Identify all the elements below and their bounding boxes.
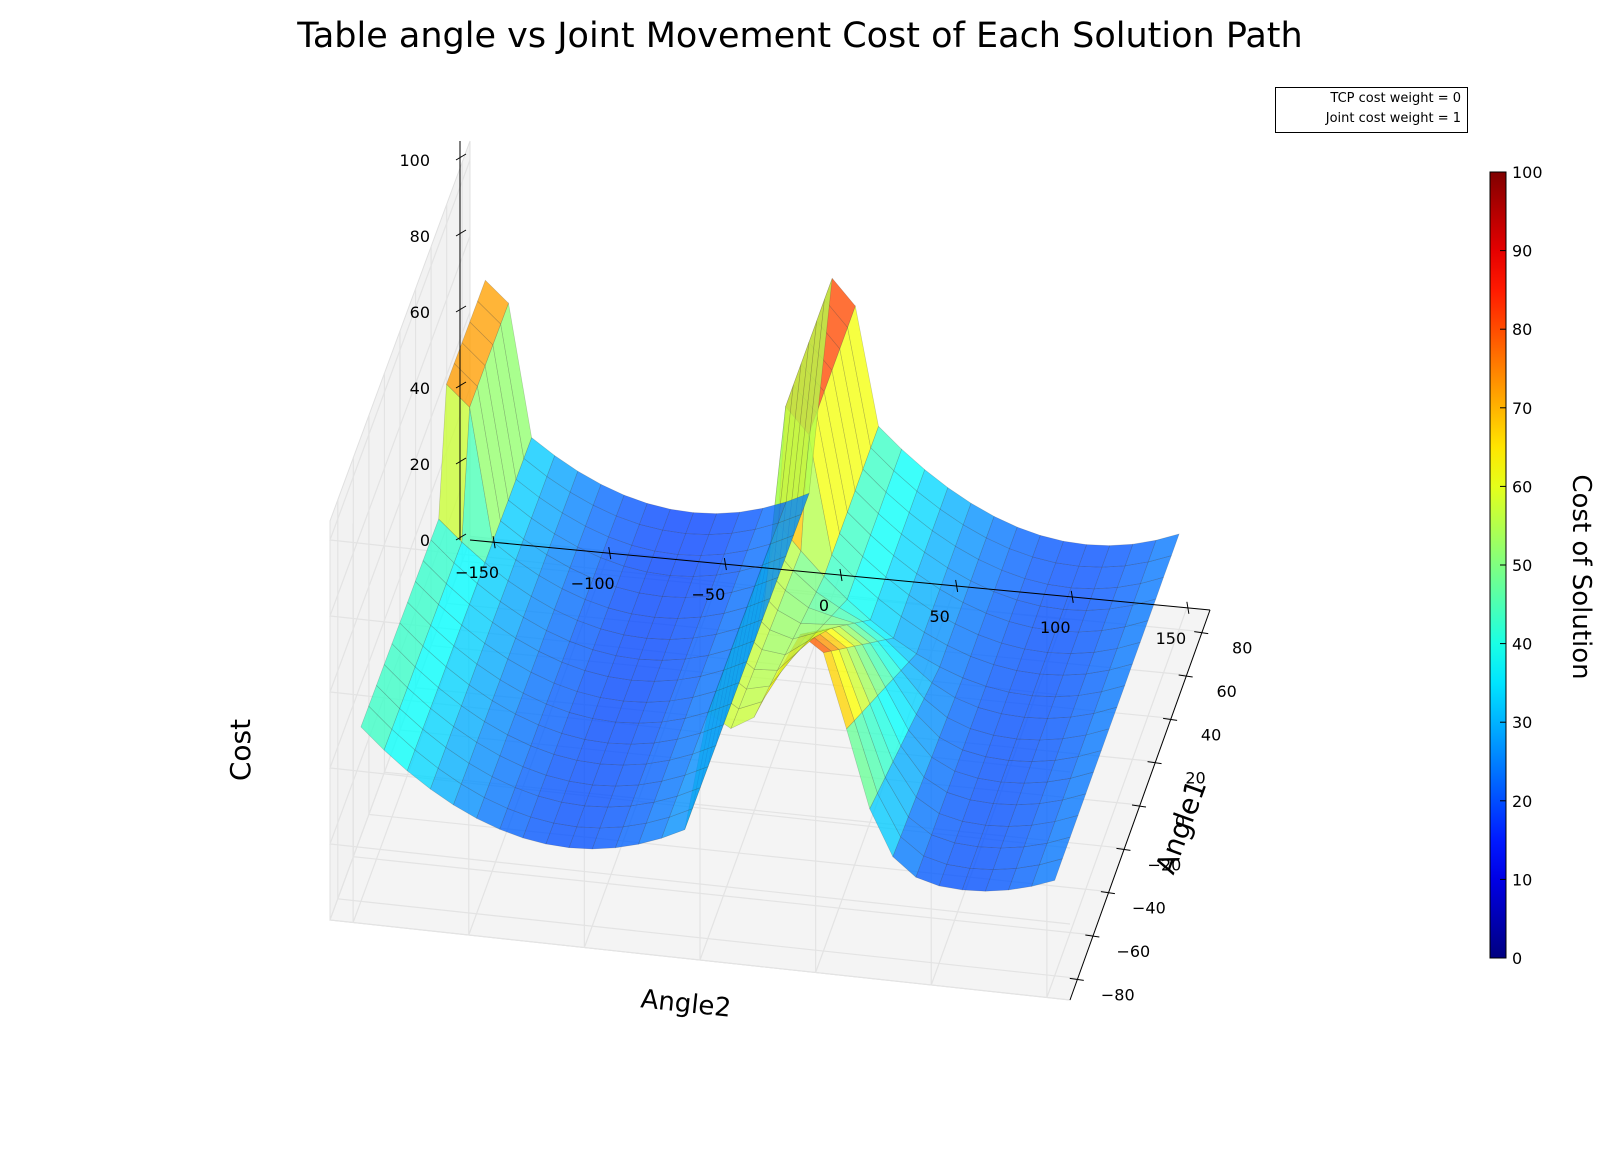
colorbar-tick-label: 90 <box>1512 242 1532 261</box>
grid-line-z <box>329 311 1071 773</box>
surface-patch <box>801 278 833 515</box>
x-tick-label: −100 <box>571 574 615 593</box>
x-axis-line <box>469 539 1211 611</box>
surface-patch <box>731 507 764 534</box>
y-tick-label: −80 <box>1101 985 1135 1004</box>
z-axis-label: Cost <box>224 719 257 781</box>
surface-patch <box>569 470 602 506</box>
colorbar-tick-label: 60 <box>1512 477 1532 496</box>
y-tick <box>1100 891 1115 895</box>
x-tick-label: 100 <box>1040 618 1071 637</box>
x-axis-label: Angle2 <box>639 984 732 1023</box>
surface-patch <box>847 304 879 449</box>
surface-patch <box>477 279 509 325</box>
x-tick <box>608 547 612 560</box>
surface-patch <box>893 448 926 492</box>
surface-patch <box>615 494 648 525</box>
y-tick <box>1194 631 1209 635</box>
z-tick-label: 80 <box>410 227 430 246</box>
legend-entry-tcp: TCP cost weight = 0 <box>1330 91 1461 106</box>
y-tick-label: −60 <box>1116 942 1150 961</box>
y-tick <box>1147 761 1162 765</box>
z-tick <box>455 229 467 237</box>
x-tick-label: 50 <box>929 607 949 626</box>
x-tick <box>1186 601 1190 614</box>
y-tick <box>1163 717 1178 721</box>
chart-title: Table angle vs Joint Movement Cost of Ea… <box>297 16 1303 56</box>
surface-patch <box>916 469 949 510</box>
surface-patch <box>708 511 741 535</box>
colorbar-tick-label: 40 <box>1512 635 1532 654</box>
y-tick <box>1116 847 1131 851</box>
y-tick <box>1069 977 1084 981</box>
surface-patch <box>592 483 625 517</box>
z-tick <box>455 381 467 389</box>
surface-patch <box>985 515 1018 550</box>
z-tick-label: 40 <box>410 379 430 398</box>
surface-patch <box>777 492 810 524</box>
colorbar-tick-label: 100 <box>1512 163 1543 182</box>
x-tick <box>839 568 843 582</box>
y-tick <box>1131 804 1147 808</box>
x-tick-label: −150 <box>455 563 499 582</box>
z-tick-label: 100 <box>399 151 430 170</box>
y-tick-label: 20 <box>1185 769 1205 788</box>
z-tick <box>455 533 467 541</box>
z-tick <box>455 457 467 465</box>
surface-patch <box>662 508 694 534</box>
colorbar-tick-label: 20 <box>1512 792 1532 811</box>
y-axis-line <box>1069 609 1211 1001</box>
surface-patch <box>754 501 787 530</box>
z-tick-label: 60 <box>410 303 430 322</box>
x-tick <box>492 536 496 549</box>
legend-entry-joint: Joint cost weight = 1 <box>1325 111 1461 126</box>
colorbar-tick-label: 0 <box>1512 949 1522 968</box>
surface-patch <box>962 502 995 539</box>
x-tick <box>955 579 959 593</box>
surface-patch <box>1055 540 1088 567</box>
y-tick <box>1178 674 1193 678</box>
surface-patch <box>685 512 718 535</box>
x-tick-label: −50 <box>691 585 725 604</box>
surface-patch <box>1009 526 1041 558</box>
x-tick-label: 150 <box>1156 629 1187 648</box>
colorbar-tick-label: 70 <box>1512 399 1532 418</box>
colorbar-tick-label: 50 <box>1512 556 1532 575</box>
colorbar-tick-label: 30 <box>1512 713 1532 732</box>
grid-line-z <box>329 387 1071 849</box>
surface-patch <box>1124 539 1157 567</box>
colorbar-tick-label: 10 <box>1512 870 1532 889</box>
y-tick-label: 0 <box>1175 812 1185 831</box>
y-axis-label: Angle1 <box>1149 775 1213 878</box>
z-tick <box>455 305 467 313</box>
surface-patch <box>939 487 972 526</box>
y-tick-label: 80 <box>1232 639 1252 658</box>
z-tick-label: 0 <box>420 531 430 550</box>
surface-patch <box>546 455 579 493</box>
z-tick <box>455 153 467 161</box>
colorbar-label: Cost of Solution <box>1566 474 1596 680</box>
y-tick <box>1085 934 1100 938</box>
legend: TCP cost weight = 0 Joint cost weight = … <box>1275 87 1468 133</box>
surface-patch <box>870 425 902 472</box>
y-tick-label: −40 <box>1132 899 1166 918</box>
z-tick-label: 20 <box>410 455 430 474</box>
colorbar-tick-label: 80 <box>1512 320 1532 339</box>
surface-patch <box>523 437 556 477</box>
grid-line-z <box>329 235 1071 697</box>
y-tick-label: 60 <box>1216 682 1236 701</box>
surface-patch <box>1147 533 1180 563</box>
y-tick-label: −20 <box>1148 855 1182 874</box>
surface-patch <box>1032 535 1064 564</box>
x-tick <box>1070 590 1074 603</box>
surface-patch <box>639 503 671 531</box>
x-tick <box>723 557 727 571</box>
x-tick-label: 0 <box>819 596 829 615</box>
y-tick-label: 40 <box>1201 725 1221 744</box>
